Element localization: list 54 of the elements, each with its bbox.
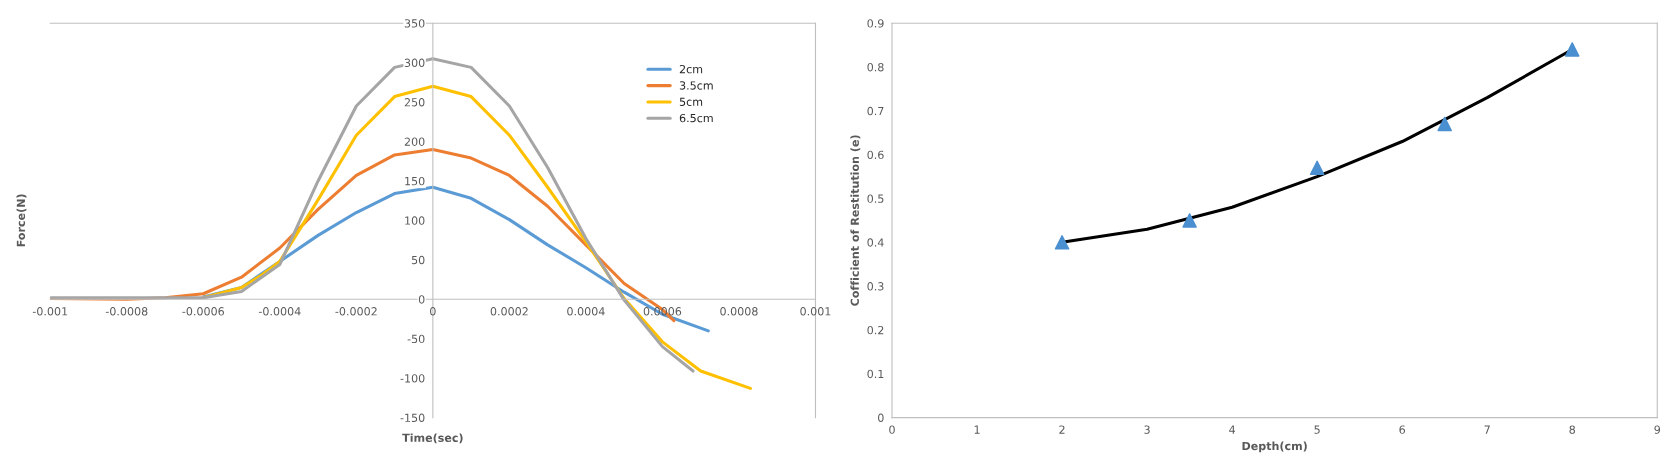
- x-axis-title: Time(sec): [402, 433, 463, 444]
- y-axis-title: Force(N): [16, 194, 27, 247]
- x-tick-label: 5: [1314, 425, 1320, 434]
- legend-label: 5cm: [679, 97, 703, 106]
- x-tick-label: 0.001: [800, 307, 831, 316]
- y-tick-label: 0.9: [867, 19, 884, 28]
- x-tick-label: -0.001: [32, 307, 68, 316]
- legend-label: 2cm: [679, 64, 703, 74]
- point: [1054, 235, 1070, 250]
- x-axis-title: Depth(cm): [1242, 441, 1307, 453]
- x-tick-label: 0.0004: [567, 307, 605, 316]
- x-tick-label: 9: [1654, 425, 1661, 434]
- x-tick-label: 4: [1229, 425, 1236, 434]
- x-tick-label: -0.0004: [258, 307, 301, 316]
- y-tick-label: 0.2: [867, 325, 884, 335]
- y-tick-label: -50: [407, 334, 425, 344]
- point: [1437, 116, 1452, 132]
- x-tick-label: -0.0008: [105, 307, 148, 316]
- x-tick-label: 1: [974, 425, 980, 434]
- point: [1564, 42, 1580, 57]
- x-tick-label: 8: [1569, 425, 1576, 434]
- y-tick-label: -150: [400, 413, 425, 422]
- point: [1309, 160, 1325, 176]
- y-tick-label: 100: [405, 216, 425, 225]
- x-tick-label: 0: [889, 425, 895, 434]
- y-tick-label: 350: [404, 19, 425, 28]
- legend-label: 3.5cm: [679, 81, 713, 90]
- x-tick-label: -0.0002: [335, 307, 377, 316]
- x-tick-label: 0: [430, 307, 436, 316]
- x-tick-label: -0.0006: [182, 307, 225, 316]
- y-tick-label: 0.1: [867, 369, 884, 379]
- y-tick-label: 0.7: [867, 106, 884, 116]
- y-tick-label: 0.5: [867, 194, 884, 203]
- x-tick-label: 2: [1059, 425, 1065, 434]
- point: [1182, 213, 1197, 228]
- y-tick-label: 0: [418, 295, 425, 304]
- x-tick-label: 7: [1484, 425, 1490, 434]
- x-tick-label: 6: [1399, 425, 1406, 434]
- y-tick-label: 0.6: [867, 150, 884, 160]
- y-tick-label: 0.8: [867, 63, 884, 72]
- x-tick-label: 0.0002: [490, 307, 528, 316]
- y-tick-label: -100: [400, 374, 425, 383]
- y-tick-label: 50: [411, 255, 425, 265]
- y-axis-title: Cofficient of Restitution (e): [850, 135, 861, 306]
- y-tick-label: 300: [404, 58, 425, 68]
- y-tick-label: 0.4: [867, 238, 884, 247]
- x-tick-label: 3: [1144, 425, 1150, 434]
- y-tick-label: 150: [405, 176, 425, 186]
- x-tick-label: 0.0008: [720, 307, 758, 316]
- y-tick-label: 250: [404, 98, 425, 107]
- legend-label: 6.5cm: [679, 113, 713, 123]
- y-tick-label: 0.3: [867, 282, 884, 291]
- y-tick-label: 200: [404, 137, 425, 146]
- y-tick-label: 0: [878, 413, 884, 422]
